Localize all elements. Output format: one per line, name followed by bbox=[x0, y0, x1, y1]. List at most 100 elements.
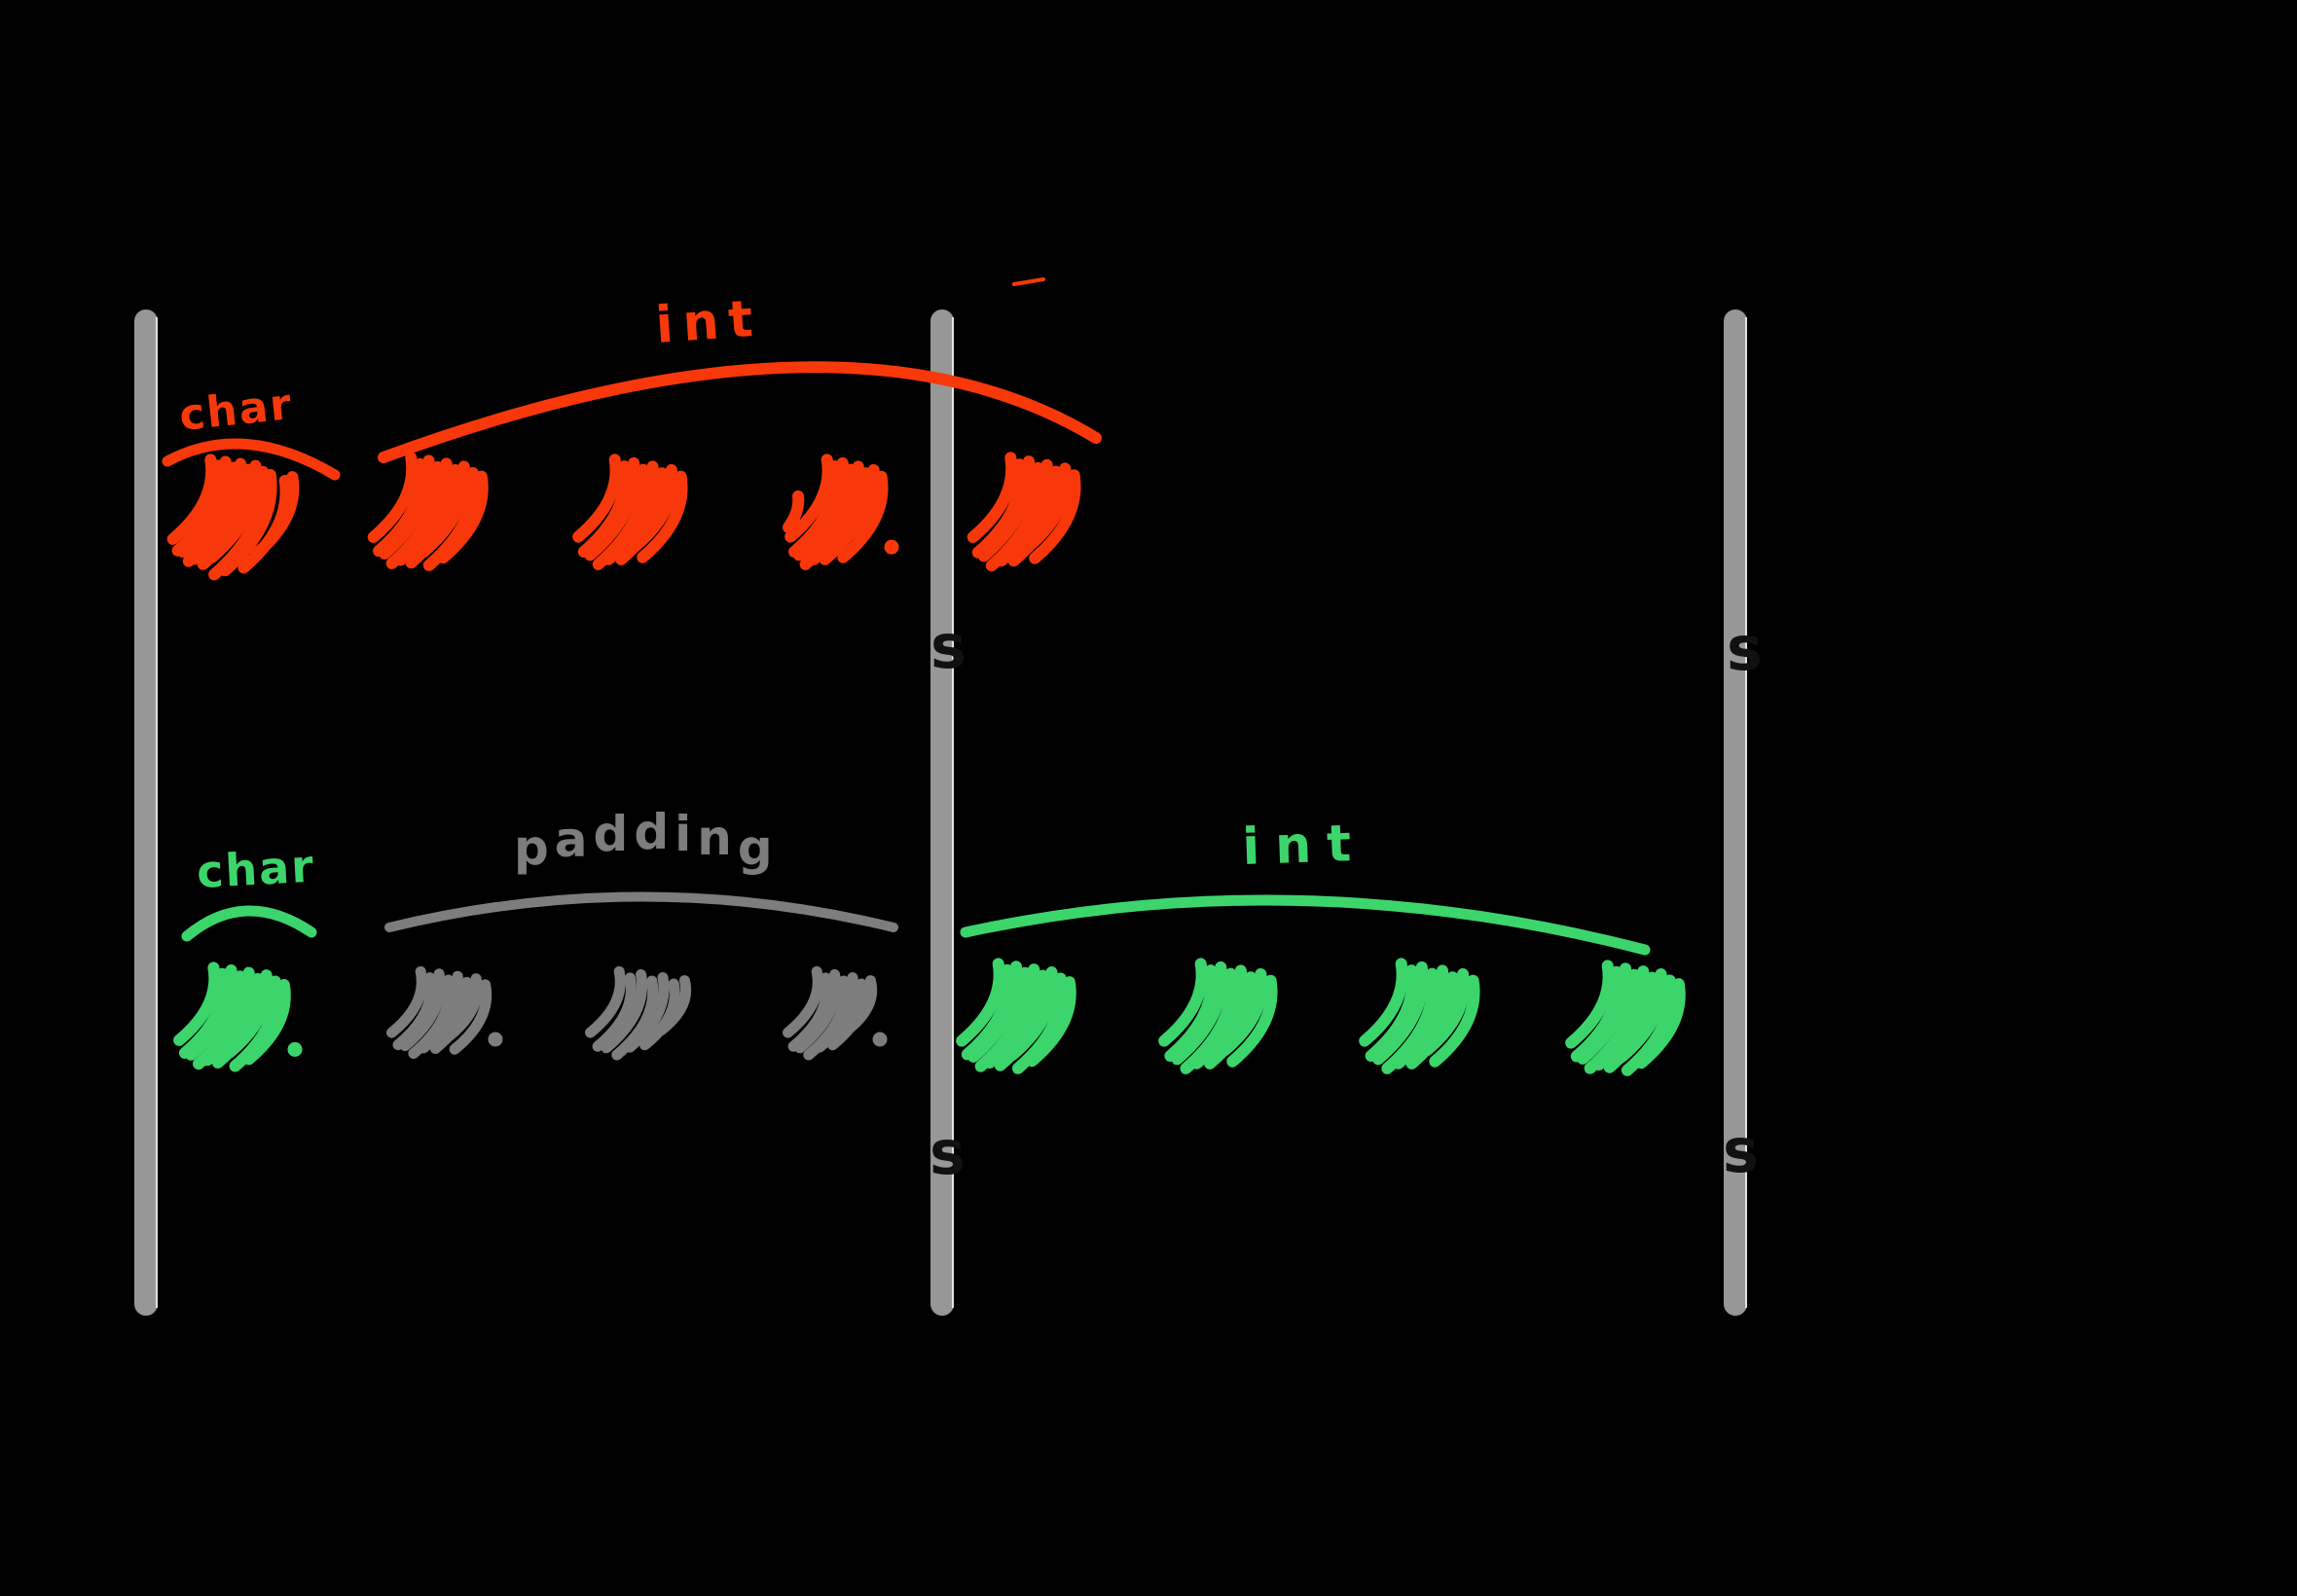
hatch-stroke bbox=[379, 454, 436, 560]
byte-cell-char-top bbox=[166, 453, 300, 581]
byte-cell-pad3 bbox=[783, 965, 888, 1061]
byte-cell-int4-top bbox=[966, 452, 1081, 572]
hatch-stroke bbox=[1429, 974, 1480, 1068]
hatch-stroke bbox=[1226, 974, 1278, 1068]
hatch-stroke bbox=[249, 471, 300, 561]
int-brace-bottom bbox=[960, 894, 1651, 956]
hatch-stroke bbox=[1171, 961, 1228, 1066]
hatch-stroke bbox=[971, 458, 1027, 559]
hatch-stroke bbox=[205, 459, 263, 563]
hatch-stroke bbox=[166, 453, 218, 545]
hatch-stroke bbox=[1164, 964, 1218, 1062]
hatch-stroke bbox=[814, 972, 859, 1053]
hatch-stroke bbox=[837, 470, 889, 563]
hatch-stroke bbox=[1365, 964, 1419, 1062]
hatch-stroke bbox=[1006, 966, 1059, 1062]
hatch-stroke bbox=[787, 972, 832, 1052]
hatch-stroke bbox=[418, 970, 464, 1054]
hatch-stroke bbox=[373, 457, 427, 558]
hatch-stroke bbox=[1021, 462, 1073, 554]
hatch-stroke bbox=[1026, 976, 1076, 1068]
padding-brace bbox=[384, 891, 898, 932]
char-label-top: char bbox=[177, 380, 295, 441]
hatch-stroke bbox=[956, 958, 1005, 1047]
hidden-s-2: s bbox=[1727, 613, 1763, 684]
hatch-stroke bbox=[967, 961, 1023, 1063]
hatch-stroke bbox=[629, 463, 678, 553]
hatch-stroke bbox=[585, 965, 626, 1038]
hatch-stroke bbox=[1565, 960, 1615, 1049]
hatch-stroke bbox=[1577, 962, 1632, 1065]
hatch-stroke bbox=[201, 966, 256, 1067]
hatch-stroke bbox=[242, 979, 291, 1066]
hatch-stroke bbox=[224, 969, 273, 1059]
char-brace-bottom bbox=[181, 905, 317, 942]
byte-cell-int3-bot bbox=[1359, 958, 1480, 1074]
hatch-dot bbox=[287, 1041, 303, 1057]
hidden-s-3: s bbox=[930, 1117, 966, 1188]
hatch-stroke bbox=[841, 975, 878, 1036]
hatch-stroke bbox=[592, 972, 637, 1052]
hatch-stroke bbox=[792, 456, 850, 562]
int-label-top: int bbox=[654, 289, 765, 355]
hatch-stroke bbox=[1372, 961, 1429, 1066]
int-brace-top bbox=[378, 361, 1102, 463]
hatch-stroke bbox=[392, 972, 437, 1051]
char-label-bottom: char bbox=[196, 840, 316, 898]
hatch-stroke bbox=[996, 458, 1054, 567]
hatch-stroke bbox=[966, 452, 1018, 543]
padding-label: padding bbox=[514, 804, 779, 876]
hatch-stroke bbox=[173, 961, 221, 1046]
byte-cell-char-bot bbox=[173, 961, 303, 1072]
hatch-stroke bbox=[185, 964, 238, 1061]
hatch-stroke bbox=[386, 965, 427, 1038]
hatch-stroke bbox=[1158, 958, 1208, 1047]
hatch-stroke bbox=[219, 468, 277, 577]
hatch-stroke bbox=[961, 963, 1014, 1061]
hatch-stroke bbox=[572, 453, 622, 543]
byte-cell-pad2 bbox=[585, 965, 692, 1061]
hatch-stroke bbox=[655, 975, 692, 1036]
hatch-stroke bbox=[637, 470, 688, 563]
byte-cell-int1-top bbox=[367, 452, 489, 571]
int-label-bottom: int bbox=[1241, 815, 1367, 877]
hatch-stroke bbox=[1635, 978, 1686, 1070]
hatch-stroke bbox=[437, 470, 489, 564]
hatch-stroke bbox=[1359, 958, 1408, 1047]
byte-cell-int2-top bbox=[572, 453, 688, 570]
hatch-dot bbox=[884, 539, 899, 555]
hatch-stroke bbox=[1420, 967, 1470, 1057]
hatch-stroke bbox=[176, 455, 233, 558]
hatch-stroke bbox=[367, 452, 419, 543]
hatch-stroke bbox=[449, 979, 492, 1055]
hatch-stroke bbox=[784, 453, 834, 543]
hatch-stroke bbox=[1219, 967, 1268, 1057]
hatch-stroke bbox=[394, 457, 454, 566]
hatch-stroke bbox=[783, 965, 823, 1038]
char-brace-top bbox=[162, 438, 341, 481]
byte-cell-pad1 bbox=[386, 965, 503, 1060]
byte-cell-int4-bot bbox=[1565, 960, 1686, 1076]
byte-cell-int2-bot bbox=[1158, 958, 1278, 1074]
hatch-tick bbox=[783, 490, 805, 533]
hatch-stroke bbox=[1029, 469, 1081, 564]
hatch-stroke bbox=[601, 968, 648, 1054]
hatch-stroke bbox=[1392, 964, 1449, 1070]
colored-ink-layer: char int char padding int bbox=[162, 277, 1686, 1076]
hidden-ink-layer: s s s s bbox=[930, 611, 1763, 1188]
byte-cell-int1-bot bbox=[956, 958, 1076, 1074]
hatch-stroke bbox=[399, 968, 446, 1052]
hatch-stroke bbox=[831, 463, 881, 553]
hatch-dot bbox=[872, 1032, 888, 1047]
hatch-stroke bbox=[1616, 968, 1668, 1064]
hidden-s-1: s bbox=[930, 611, 966, 682]
stray-red-dash bbox=[1012, 277, 1045, 286]
hatch-stroke bbox=[584, 456, 640, 562]
hatch-stroke bbox=[977, 455, 1036, 562]
hatch-stroke bbox=[808, 460, 865, 565]
byte-cell-int3-top bbox=[783, 453, 899, 570]
hatch-stroke bbox=[418, 460, 471, 559]
hatch-stroke bbox=[602, 460, 660, 565]
